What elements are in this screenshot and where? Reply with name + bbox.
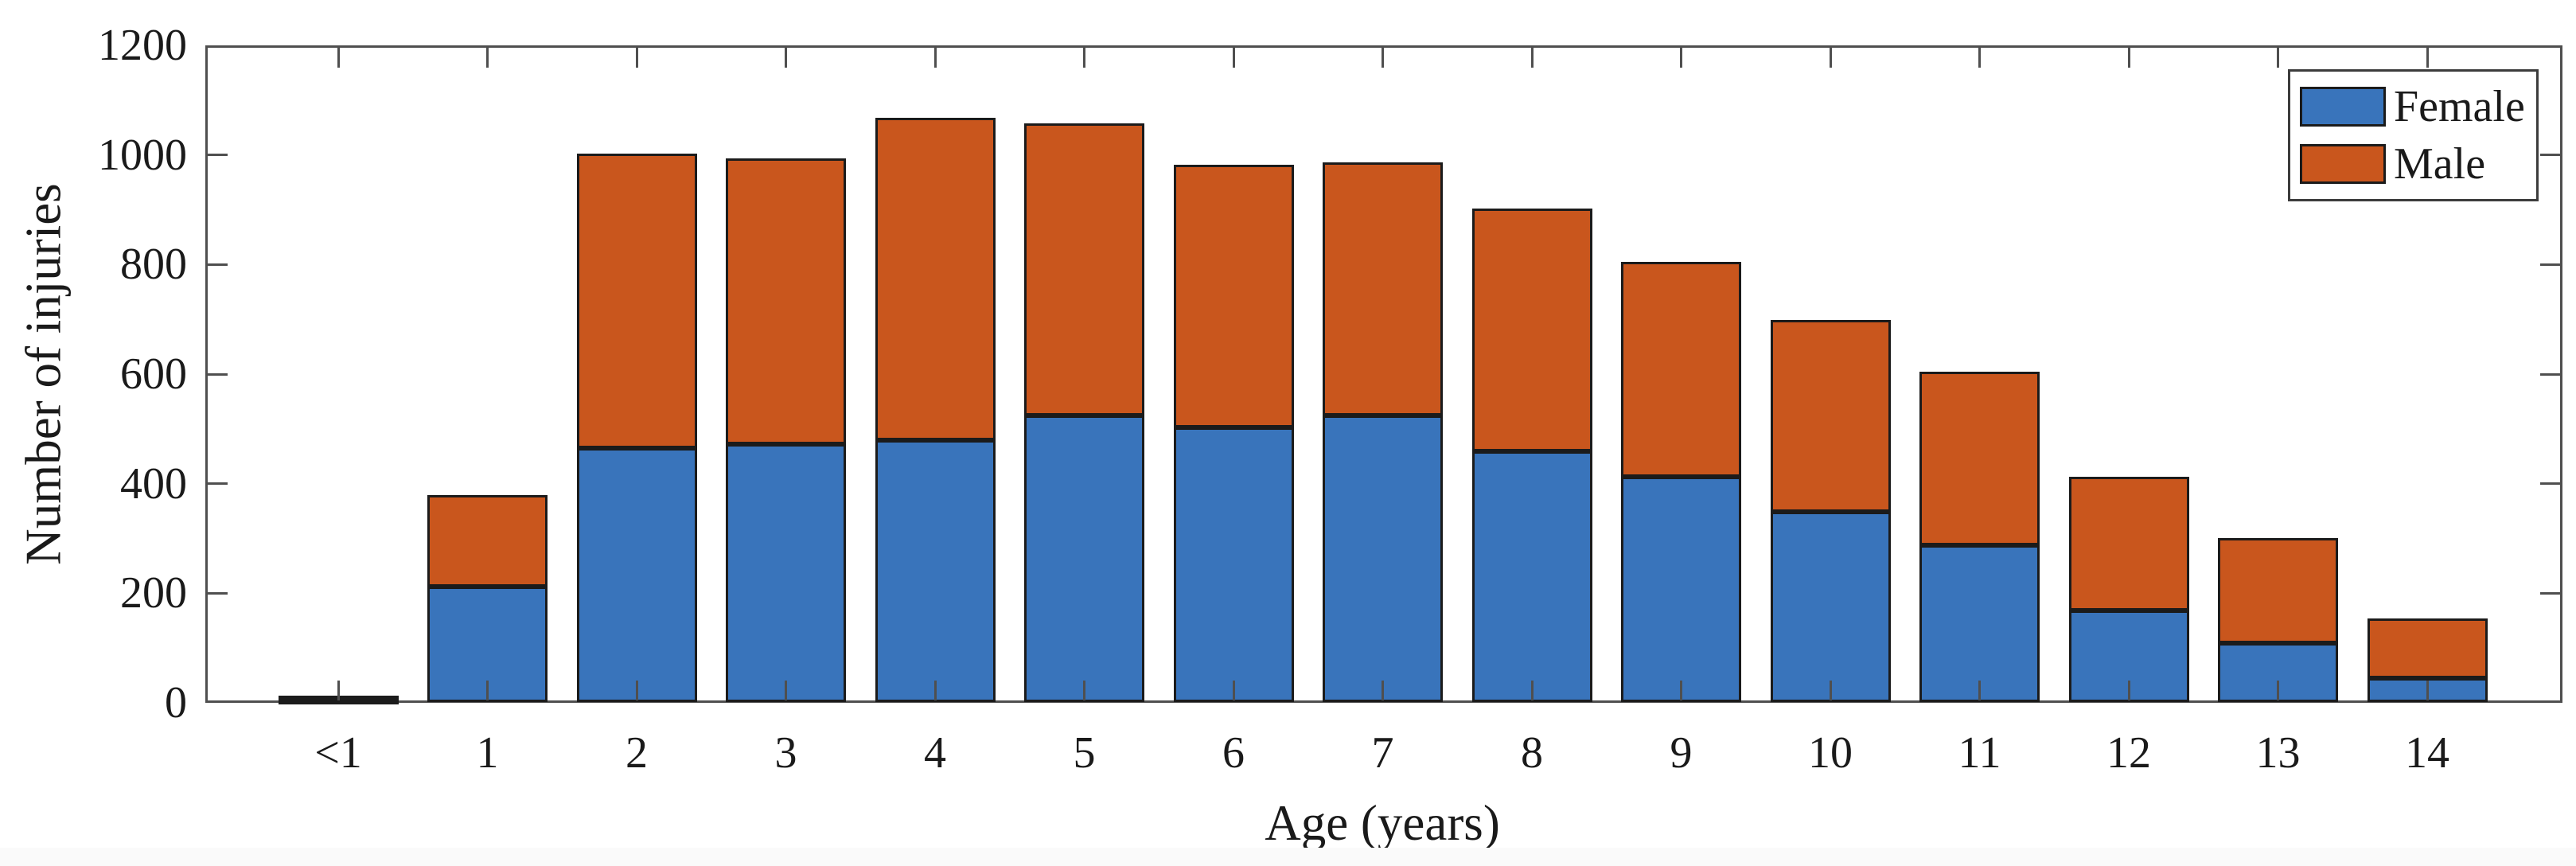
bar-segment-female-age-2 <box>576 447 697 702</box>
x-tick-bottom <box>486 681 489 700</box>
x-tick-top <box>1680 48 1682 68</box>
x-tick-label-age-6: 6 <box>1222 728 1245 778</box>
bar-segment-male-age-5 <box>1024 123 1144 415</box>
y-tick-left <box>208 373 228 376</box>
bar-segment-female-age-5 <box>1024 415 1144 702</box>
x-tick-bottom <box>933 681 937 700</box>
y-tick-right <box>2540 263 2560 266</box>
bar-segment-male-age-6 <box>1173 164 1294 428</box>
bar-segment-female-age-3 <box>726 443 846 702</box>
x-tick-top <box>1530 48 1534 68</box>
x-tick-label-age-lt1: <1 <box>314 728 362 778</box>
x-tick-label-age-11: 11 <box>1958 728 2001 778</box>
bar-segment-male-age-12 <box>2068 477 2189 611</box>
y-tick-right <box>2540 591 2560 595</box>
x-tick-bottom <box>2277 681 2279 700</box>
x-tick-label-age-9: 9 <box>1670 728 1693 778</box>
x-tick-label-age-2: 2 <box>625 728 648 778</box>
x-tick-bottom <box>1978 681 1981 700</box>
bar-segment-male-age-11 <box>1919 371 2040 546</box>
bar-segment-male-age-14 <box>2367 618 2488 679</box>
y-tick-right <box>2540 154 2560 157</box>
bar-segment-female-age-6 <box>1173 427 1294 702</box>
x-tick-top <box>933 48 937 68</box>
female-color-swatch <box>2300 87 2386 127</box>
x-tick-label-age-3: 3 <box>774 728 797 778</box>
legend-label-female: Female <box>2394 82 2525 131</box>
bar-segment-male-age-13 <box>2218 538 2338 643</box>
x-tick-top <box>2127 48 2130 68</box>
legend: Female Male <box>2288 69 2539 201</box>
bar-segment-male-age-10 <box>1770 319 1891 513</box>
y-tick-label: 800 <box>120 240 187 290</box>
y-tick-left <box>208 263 228 266</box>
x-tick-label-age-12: 12 <box>2106 728 2151 778</box>
y-tick-label: 1200 <box>98 21 187 70</box>
x-tick-top <box>1232 48 1235 68</box>
x-tick-bottom <box>785 681 787 700</box>
x-tick-bottom <box>1232 681 1235 700</box>
x-tick-top <box>2277 48 2279 68</box>
bar-segment-male-age-7 <box>1323 162 1443 415</box>
x-tick-top <box>486 48 489 68</box>
bottom-strip <box>0 848 2576 866</box>
legend-item-male: Male <box>2300 142 2536 186</box>
legend-item-female: Female <box>2300 84 2536 129</box>
y-tick-left <box>208 482 228 486</box>
x-tick-bottom <box>2426 681 2429 700</box>
legend-label-male: Male <box>2394 139 2486 189</box>
x-tick-bottom <box>1382 681 1384 700</box>
x-axis-label: Age (years) <box>1265 795 1500 851</box>
y-tick-right <box>2540 373 2560 376</box>
y-tick-label: 200 <box>120 568 187 618</box>
x-tick-label-age-4: 4 <box>924 728 946 778</box>
y-tick-right <box>2540 482 2560 486</box>
x-tick-top <box>635 48 638 68</box>
bar-segment-female-age-11 <box>1919 545 2040 702</box>
x-tick-bottom <box>337 681 340 700</box>
male-color-swatch <box>2300 144 2386 184</box>
bar-segment-female-age-8 <box>1471 451 1592 702</box>
x-tick-top <box>337 48 340 68</box>
x-tick-top <box>2426 48 2429 68</box>
x-tick-top <box>1382 48 1384 68</box>
x-tick-top <box>785 48 787 68</box>
y-tick-label: 600 <box>120 349 187 399</box>
y-tick-left <box>208 154 228 157</box>
x-tick-bottom <box>1530 681 1534 700</box>
bar-segment-female-age-4 <box>875 439 996 702</box>
x-tick-bottom <box>2127 681 2130 700</box>
x-tick-label-age-5: 5 <box>1073 728 1096 778</box>
y-tick-label: 0 <box>165 678 187 728</box>
x-tick-bottom <box>1829 681 1832 700</box>
x-tick-bottom <box>1083 681 1085 700</box>
bar-segment-female-age-7 <box>1323 415 1443 702</box>
bar-segment-male-age-2 <box>576 153 697 448</box>
y-tick-label: 400 <box>120 458 187 509</box>
x-tick-label-age-10: 10 <box>1808 728 1853 778</box>
x-tick-label-age-8: 8 <box>1521 728 1543 778</box>
x-tick-bottom <box>1680 681 1682 700</box>
x-tick-bottom <box>635 681 638 700</box>
x-tick-top <box>1083 48 1085 68</box>
x-tick-top <box>1978 48 1981 68</box>
bar-segment-male-age-3 <box>726 158 846 444</box>
y-tick-left <box>208 591 228 595</box>
bar-segment-male-age-9 <box>1621 262 1741 478</box>
x-tick-label-age-13: 13 <box>2255 728 2301 778</box>
y-tick-label: 1000 <box>98 130 187 180</box>
bar-segment-male-age-1 <box>427 495 548 587</box>
bar-segment-male-age-4 <box>875 118 996 440</box>
x-tick-top <box>1829 48 1832 68</box>
x-tick-label-age-7: 7 <box>1371 728 1394 778</box>
x-tick-label-age-14: 14 <box>2405 728 2449 778</box>
x-tick-label-age-1: 1 <box>476 728 499 778</box>
bar-segment-female-age-lt1 <box>278 699 399 704</box>
bar-segment-female-age-9 <box>1621 477 1741 702</box>
bar-segment-female-age-10 <box>1770 512 1891 702</box>
bar-segment-male-age-8 <box>1471 208 1592 451</box>
